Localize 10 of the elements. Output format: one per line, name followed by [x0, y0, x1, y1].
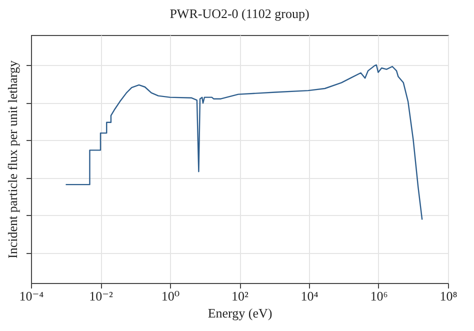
x-tick-label: 10⁻⁴: [19, 288, 44, 304]
x-axis-title: Energy (eV): [208, 306, 272, 320]
x-tick-label: 10⁰: [161, 288, 180, 304]
x-tick-label: 10⁸: [440, 288, 458, 304]
x-tick-label: 10²: [232, 288, 249, 304]
x-tick-label: 10⁶: [370, 288, 388, 304]
y-axis-title: Incident particle flux per unit lethargy: [5, 60, 20, 258]
x-tick-label: 10⁴: [300, 288, 319, 304]
chart-title: PWR-UO2-0 (1102 group): [170, 6, 310, 21]
x-tick-label: 10⁻²: [89, 288, 113, 304]
